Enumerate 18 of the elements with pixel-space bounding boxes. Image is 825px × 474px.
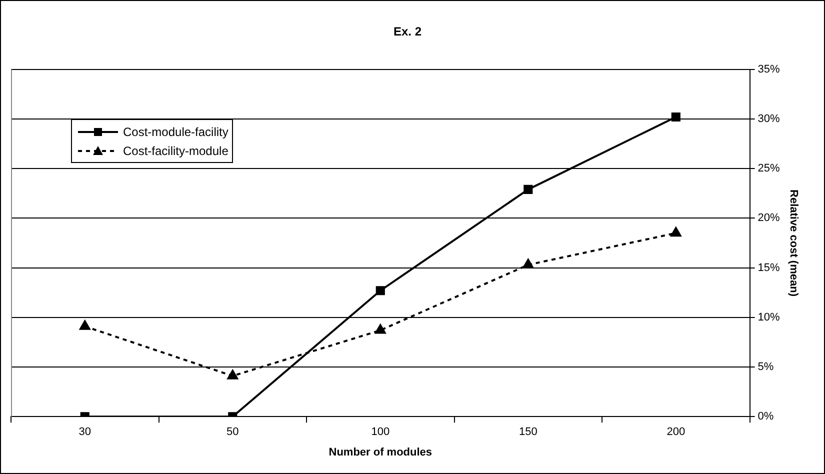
- y-tick-label: 5%: [758, 361, 774, 374]
- x-tick-label: 200: [666, 426, 686, 438]
- y-tick-label: 35%: [758, 63, 780, 76]
- chart-title: Ex. 2: [393, 24, 422, 39]
- y-axis-title: Relative cost (mean): [787, 190, 800, 297]
- y-tick-label: 20%: [758, 212, 780, 224]
- x-tick-label: 150: [518, 426, 538, 438]
- legend-label: Cost-module-facility: [123, 124, 228, 138]
- x-tick-label: 50: [226, 426, 239, 438]
- y-tick-label: 15%: [758, 262, 780, 274]
- x-tick-label: 30: [78, 426, 92, 438]
- y-tick-label: 0%: [758, 410, 774, 423]
- y-tick-label: 30%: [758, 113, 780, 126]
- legend-label: Cost-facility-module: [123, 144, 228, 158]
- y-tick-label: 25%: [758, 162, 780, 175]
- y-tick-label: 10%: [758, 311, 780, 324]
- x-axis-title: Number of modules: [328, 446, 432, 458]
- x-tick-label: 100: [371, 426, 390, 438]
